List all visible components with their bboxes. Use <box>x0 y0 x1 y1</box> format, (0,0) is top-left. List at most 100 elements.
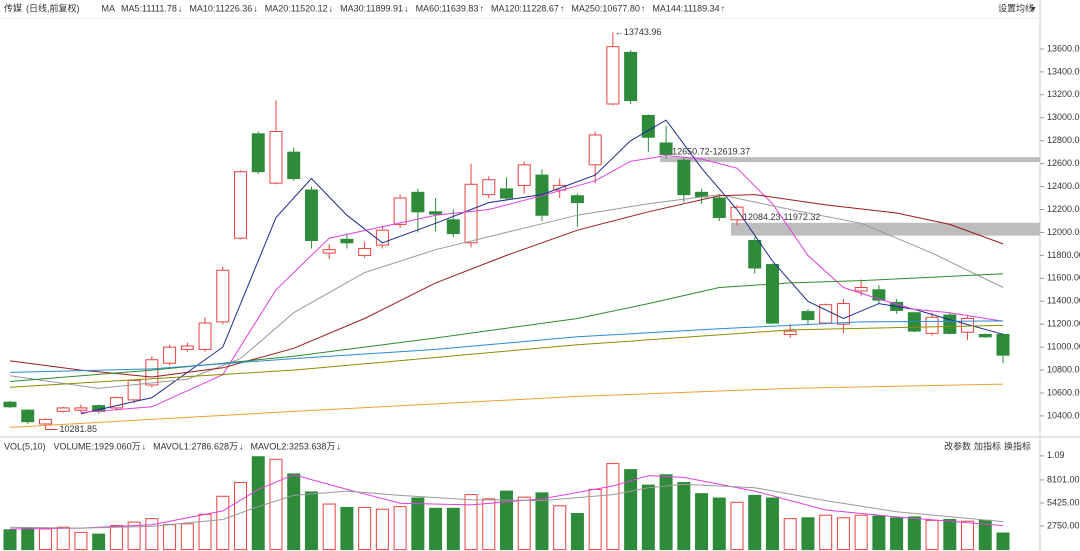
legend-entry: MA144:11189.34 <box>652 3 719 13</box>
candle-body <box>446 219 460 235</box>
volume-bar <box>429 507 443 551</box>
legend-trend: ↓ <box>404 3 409 13</box>
candle-body <box>624 51 638 102</box>
volume-bar <box>500 490 513 551</box>
candle-body <box>198 322 212 350</box>
candle-body <box>659 142 673 155</box>
settings-button[interactable]: 设置均线 <box>998 2 1034 13</box>
legend-trend: ↓ <box>142 441 147 451</box>
legend-trend: ↑ <box>479 3 484 13</box>
y-tick-label: 10800.00 <box>1047 364 1080 374</box>
volume-bar <box>588 488 602 551</box>
legend-entry: MAVOL2:3253.638万 <box>250 441 335 451</box>
candle-body <box>180 345 194 350</box>
volume-bar <box>234 482 248 551</box>
volume-bar <box>854 514 868 551</box>
volume-bar <box>375 508 389 551</box>
y-tick-label: 10600.00 <box>1047 387 1080 397</box>
candle-body <box>21 409 35 423</box>
legend-entry: MA250:10677.80 <box>571 3 640 13</box>
candle-body <box>641 114 655 138</box>
volume-bar <box>411 497 425 551</box>
legend-entry: MAVOL1:2786.628万 <box>153 441 238 451</box>
volume-bar <box>535 492 549 551</box>
candle-body <box>872 289 886 301</box>
ma-line <box>9 474 1004 530</box>
candle-body <box>854 286 868 292</box>
volume-bar <box>961 520 975 551</box>
candle-body <box>943 314 957 334</box>
candle-body <box>765 264 779 324</box>
volume-bar <box>943 519 957 551</box>
volume-bar <box>819 514 833 551</box>
volume-bar <box>127 521 141 551</box>
candle-body <box>836 303 850 325</box>
y-tick-label: 11200.00 <box>1047 319 1080 329</box>
volume-bar <box>21 527 35 551</box>
candle-body <box>304 189 318 241</box>
zone-band <box>660 157 1040 163</box>
candle-body <box>251 133 265 173</box>
y-tick-label: 12200.00 <box>1047 204 1080 214</box>
legend-trend: ↓ <box>178 3 183 13</box>
volume-bar <box>624 469 638 551</box>
volume-bar <box>269 458 283 551</box>
volume-bar <box>748 494 762 551</box>
volume-bar <box>198 513 212 551</box>
legend-trend: ↓ <box>329 3 334 13</box>
y-tick-label: 12600.00 <box>1047 158 1080 168</box>
candle-body <box>287 151 301 180</box>
volume-bar <box>517 496 531 551</box>
ma-line <box>9 383 1004 428</box>
volume-bar <box>765 497 779 551</box>
candle-body <box>517 164 531 186</box>
candle-body <box>56 407 70 412</box>
legend-entry: MA20:11520.12 <box>265 3 328 13</box>
candle-body <box>3 401 17 408</box>
indicator-button[interactable]: 加指标 <box>974 440 1001 451</box>
candle-body <box>38 418 52 425</box>
volume-bar <box>38 528 52 551</box>
volume-bar <box>872 515 886 551</box>
y-tick-label: 8101.00 <box>1047 474 1080 484</box>
candle-body <box>74 407 88 411</box>
settings-caret[interactable]: ▾ <box>1031 3 1036 13</box>
y-tick-label: 11800.00 <box>1047 250 1080 260</box>
ma-line <box>9 483 1004 529</box>
candle-body <box>748 239 762 269</box>
legend-trend: ↓ <box>336 441 341 451</box>
legend-entry: VOLUME:1929.060万 <box>54 441 141 451</box>
candle-body <box>340 238 354 244</box>
candle-body <box>978 334 992 338</box>
y-tick-label: 11400.00 <box>1047 296 1080 306</box>
indicator-button[interactable]: 改参数 <box>944 440 971 451</box>
y-tick-label: 1.09 <box>1047 450 1065 460</box>
candle-body <box>712 197 726 219</box>
candle-body <box>234 171 248 239</box>
volume-title: VOL(5,10) <box>4 441 46 451</box>
volume-bar <box>641 484 655 551</box>
candle-body <box>961 317 975 333</box>
ma-line <box>80 155 1004 413</box>
candle-body <box>783 330 797 336</box>
candle-body <box>393 197 407 225</box>
volume-bar <box>801 517 815 551</box>
volume-bar <box>216 495 230 551</box>
candle-body <box>570 195 584 204</box>
candle-body <box>801 311 815 321</box>
volume-bar <box>996 532 1010 551</box>
volume-bar <box>570 512 584 551</box>
legend-trend: ↓ <box>239 441 244 451</box>
candle-body <box>606 46 620 105</box>
volume-bar <box>907 516 921 551</box>
volume-bar <box>730 501 744 551</box>
legend-trend: ↑ <box>721 3 726 13</box>
indicator-button[interactable]: 换指标 <box>1004 440 1031 451</box>
ma-line <box>9 194 1004 389</box>
legend-trend: ↑ <box>641 3 646 13</box>
ma-line <box>9 273 1004 382</box>
max-annotation: ←13743.96 <box>615 27 662 37</box>
y-tick-label: 11600.00 <box>1047 273 1080 283</box>
